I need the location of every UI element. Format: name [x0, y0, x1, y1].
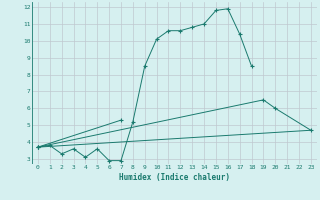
X-axis label: Humidex (Indice chaleur): Humidex (Indice chaleur): [119, 173, 230, 182]
